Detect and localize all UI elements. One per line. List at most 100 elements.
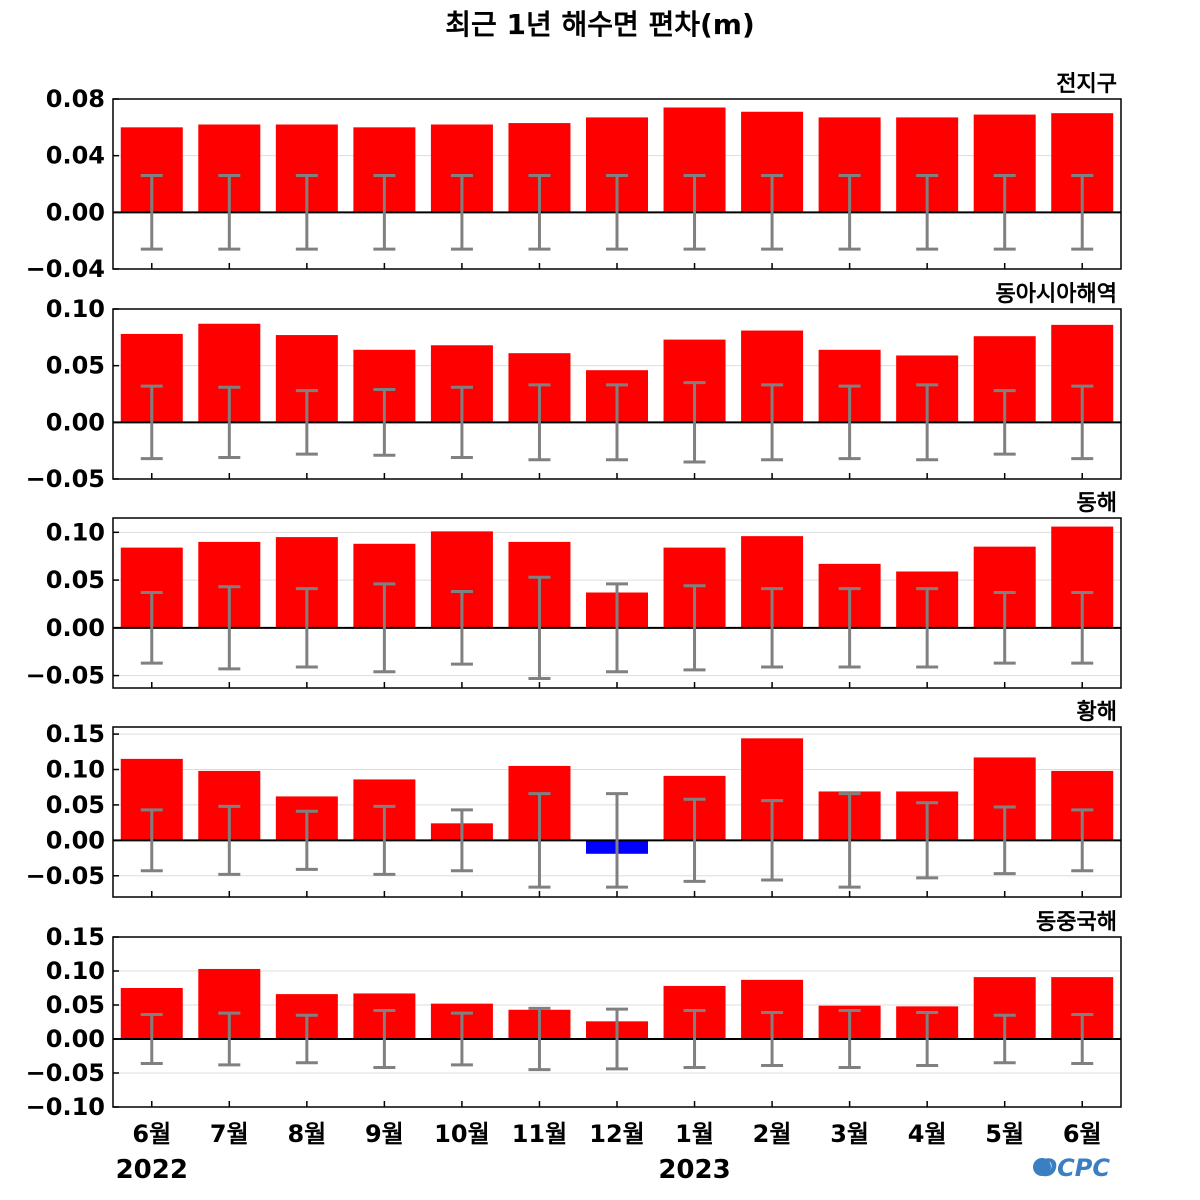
error-bar	[373, 174, 396, 251]
error-bar	[218, 1011, 241, 1067]
y-tick-label: 0.15	[46, 923, 105, 951]
error-bar	[761, 587, 784, 669]
error-bar	[1071, 174, 1094, 251]
y-tick-label: 0.00	[46, 826, 105, 854]
error-bar	[295, 1013, 318, 1065]
error-bar	[450, 1011, 473, 1067]
error-bar	[916, 801, 939, 880]
y-tick-label: −0.05	[26, 862, 105, 890]
error-bar	[916, 587, 939, 669]
y-tick-label: 0.10	[46, 957, 105, 985]
error-bar	[761, 383, 784, 462]
error-bar	[606, 582, 628, 674]
y-tick-label: −0.10	[26, 1093, 105, 1121]
y-tick-label: −0.04	[26, 255, 105, 283]
x-tick-label: 6월	[132, 1120, 171, 1148]
error-bar	[528, 575, 551, 680]
y-tick-label: 0.05	[46, 352, 105, 380]
error-bar	[218, 174, 241, 251]
y-tick-label: 0.15	[46, 720, 105, 748]
x-tick-label: 6월	[1063, 1120, 1102, 1148]
logo-globe-icon	[1033, 1158, 1051, 1176]
error-bar	[993, 1013, 1016, 1065]
error-bar	[373, 582, 396, 674]
error-bar	[838, 792, 861, 889]
error-bar	[761, 174, 784, 251]
error-bar	[450, 174, 473, 251]
error-bar	[916, 1010, 939, 1068]
error-bar	[450, 590, 473, 666]
error-bar	[1071, 808, 1094, 873]
error-bar	[683, 1008, 706, 1070]
y-tick-label: 0.10	[46, 295, 105, 323]
y-tick-label: 0.04	[46, 142, 105, 170]
y-tick-label: 0.00	[46, 198, 105, 226]
error-bar	[993, 174, 1016, 251]
error-bar	[528, 1006, 551, 1072]
error-bar	[140, 808, 163, 873]
x-tick-label: 10월	[434, 1120, 489, 1148]
error-bar	[606, 383, 628, 462]
error-bar	[140, 590, 163, 665]
error-bar	[683, 381, 706, 464]
error-bar	[295, 174, 318, 251]
error-bar	[838, 174, 861, 251]
error-bar	[1071, 590, 1094, 665]
error-bar	[993, 590, 1016, 665]
year-label: 2023	[658, 1155, 730, 1185]
x-tick-label: 2월	[753, 1120, 792, 1148]
error-bar	[838, 587, 861, 669]
error-bar	[373, 804, 396, 876]
error-bar	[295, 809, 318, 871]
x-tick-label: 7월	[210, 1120, 249, 1148]
y-tick-label: 0.05	[46, 991, 105, 1019]
x-tick-label: 8월	[287, 1120, 326, 1148]
year-label: 2022	[116, 1155, 188, 1185]
x-tick-label: 4월	[908, 1120, 947, 1148]
y-tick-label: 0.08	[46, 85, 105, 113]
y-tick-label: 0.05	[46, 566, 105, 594]
x-tick-label: 9월	[365, 1120, 404, 1148]
y-tick-label: 0.00	[46, 614, 105, 642]
panel-name: 동아시아해역	[996, 282, 1117, 307]
error-bar	[450, 808, 473, 873]
error-bar	[683, 584, 706, 672]
x-tick-label: 5월	[985, 1120, 1024, 1148]
error-bar	[761, 799, 784, 882]
panel-name: 동중국해	[1036, 910, 1117, 935]
x-tick-label: 11월	[512, 1120, 567, 1148]
panel-1: −0.04 0.00 0.04 0.08 전지구	[26, 72, 1122, 283]
error-bar	[916, 383, 939, 462]
panel-name: 전지구	[1056, 72, 1117, 97]
x-tick-label: 3월	[830, 1120, 869, 1148]
error-bar	[993, 389, 1016, 456]
panel-name: 동해	[1077, 491, 1117, 516]
y-tick-label: −0.05	[26, 465, 105, 493]
y-tick-label: −0.05	[26, 1059, 105, 1087]
x-tick-label: 12월	[589, 1120, 644, 1148]
logo-text: OCPC	[1037, 1154, 1111, 1182]
y-tick-label: −0.05	[26, 662, 105, 690]
x-tick-label: 1월	[675, 1120, 714, 1148]
error-bar	[140, 384, 163, 461]
error-bar	[373, 1008, 396, 1070]
error-bar	[295, 587, 318, 669]
chart-title: 최근 1년 해수면 편차(m)	[445, 8, 755, 41]
error-bar	[761, 1010, 784, 1068]
error-bar	[140, 174, 163, 251]
panel-5: −0.10 −0.05 0.00 0.05 0.10 0.15 동중국해	[26, 910, 1122, 1121]
panel-3: −0.05 0.00 0.05 0.10 동해	[26, 491, 1122, 690]
error-bar	[683, 174, 706, 251]
error-bar	[683, 797, 706, 883]
error-bar	[528, 383, 551, 462]
error-bar	[1071, 384, 1094, 461]
error-bar	[528, 792, 551, 889]
error-bar	[916, 174, 939, 251]
error-bar	[606, 792, 628, 889]
error-bar	[838, 384, 861, 461]
y-tick-label: 0.10	[46, 518, 105, 546]
error-bar	[993, 805, 1016, 876]
y-tick-label: 0.00	[46, 408, 105, 436]
error-bar	[1071, 1013, 1094, 1065]
